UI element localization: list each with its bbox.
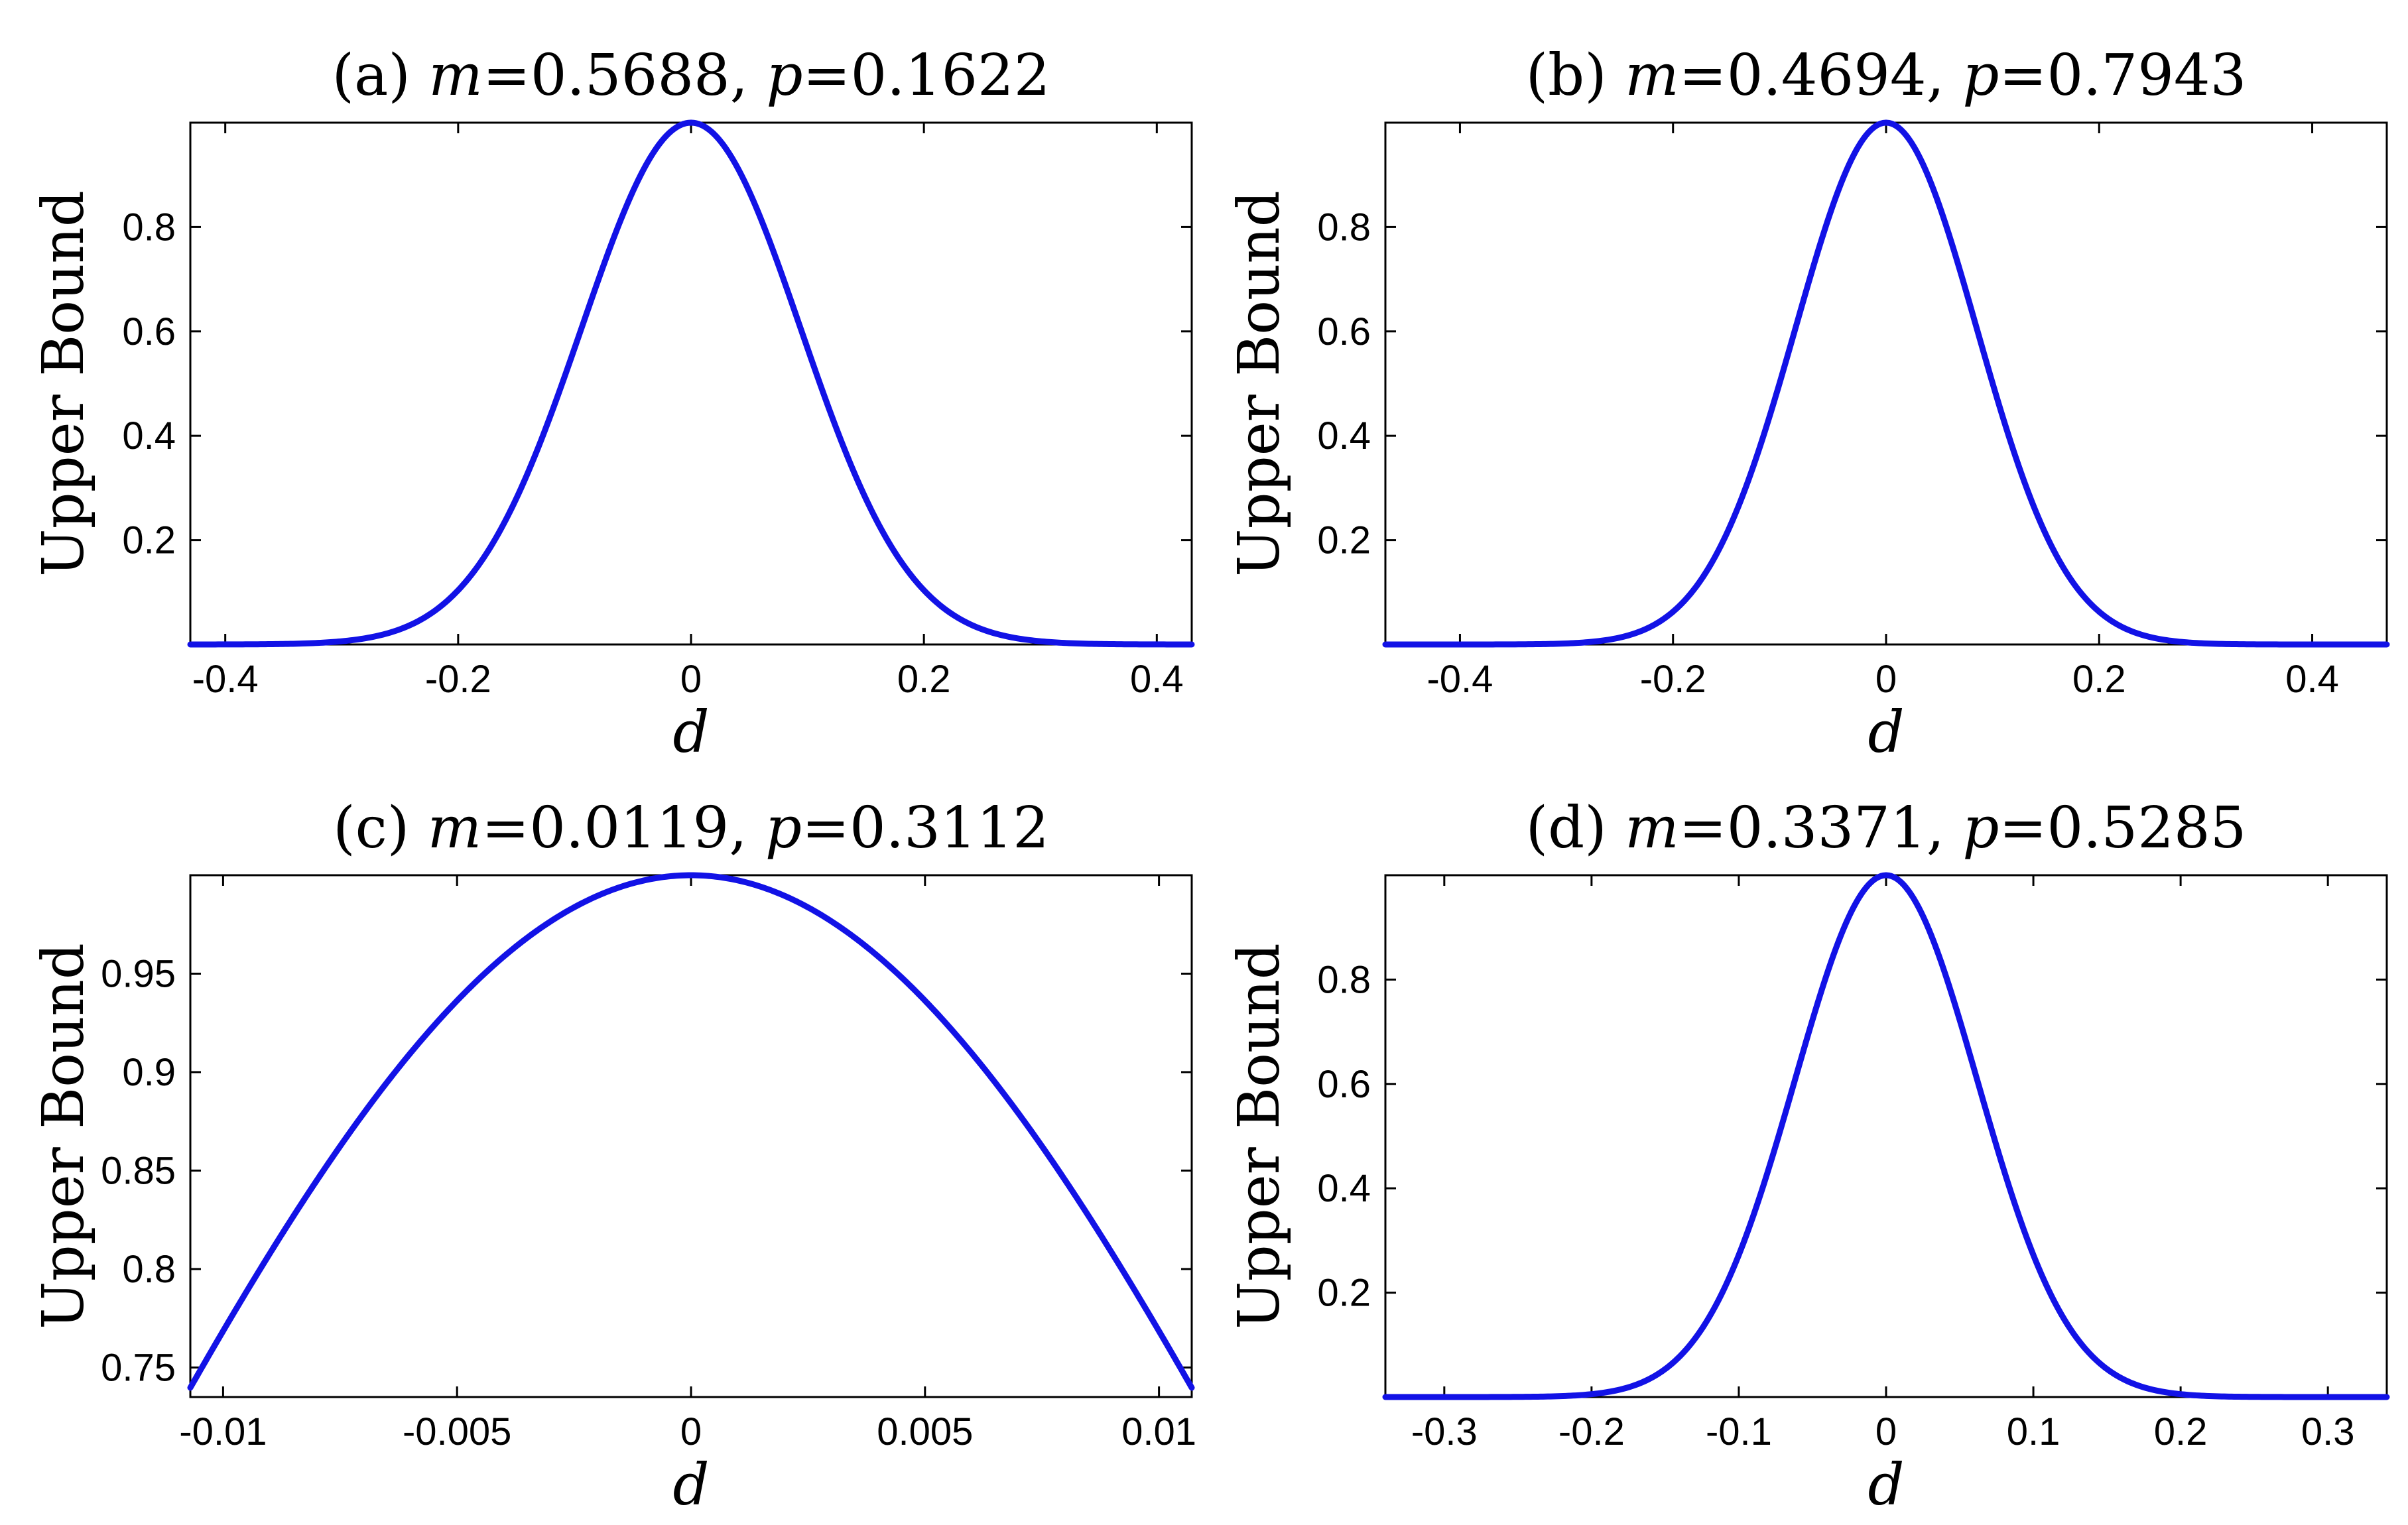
chart-a-ytick-label-0p4: 0.4 — [122, 414, 176, 457]
chart-c-xtick-label-0p01: 0.01 — [1121, 1410, 1196, 1453]
chart-b-ytick-label-0p6: 0.6 — [1317, 310, 1371, 353]
chart-c-title-p-value: =0.3112 — [802, 795, 1049, 861]
chart-a-plot-area — [189, 121, 1193, 646]
chart-a-title-title-prefix: (a) — [332, 42, 429, 109]
chart-b-ytick-label-0p2: 0.2 — [1317, 519, 1371, 562]
chart-c-title-m-value: =0.0119, — [481, 795, 765, 861]
chart-b-title-p-symbol: p — [1962, 42, 1999, 109]
chart-c-ytick-label-0p75: 0.75 — [101, 1346, 176, 1389]
chart-a-ytick-label-0p2: 0.2 — [122, 519, 176, 562]
chart-d-ytick-label-0p4: 0.4 — [1317, 1167, 1371, 1210]
chart-d-xtick-label-0p2: 0.2 — [2154, 1410, 2208, 1453]
chart-a-ylabel: Upper Bound — [31, 190, 97, 577]
chart-c-xtick-label-m0p005: -0.005 — [403, 1410, 511, 1453]
chart-c-ytick-label-0p95: 0.95 — [101, 952, 176, 995]
chart-b-title: (b) m=0.4694, p=0.7943 — [1526, 42, 2247, 109]
chart-a-group: (a) m=0.5688, p=0.1622 -0.4 -0.2 0 0.2 0.4 0.2… — [31, 42, 1195, 766]
chart-a-title-m-value: =0.5688, — [483, 42, 767, 109]
chart-d-title: (d) m=0.3371, p=0.5285 — [1526, 795, 2247, 861]
chart-a-ytick-label-0p6: 0.6 — [122, 310, 176, 353]
chart-d-ytick-label-0p8: 0.8 — [1317, 958, 1371, 1001]
chart-b-series-line — [1382, 119, 2390, 648]
chart-a-xtick-label-m0p4: -0.4 — [192, 658, 259, 701]
chart-d-xtick-label-m0p3: -0.3 — [1411, 1410, 1478, 1453]
chart-d-xlabel: d — [1868, 1452, 1904, 1518]
chart-a-series-line — [187, 119, 1195, 648]
chart-c-title: (c) m=0.0119, p=0.3112 — [333, 795, 1049, 861]
chart-a-title-p-value: =0.1622 — [803, 42, 1050, 109]
chart-c-ytick-label-0p85: 0.85 — [101, 1149, 176, 1192]
chart-c-ytick-label-0p9: 0.9 — [122, 1051, 176, 1094]
chart-a-xtick-label-0: 0 — [680, 658, 702, 701]
chart-c-ylabel: Upper Bound — [31, 943, 97, 1329]
chart-d-xtick-label-m0p2: -0.2 — [1558, 1410, 1625, 1453]
chart-d-title-m-symbol: m — [1625, 795, 1679, 861]
chart-b-title-m-symbol: m — [1625, 42, 1679, 109]
chart-a-ytick-label-0p8: 0.8 — [122, 206, 176, 249]
chart-d-xtick-label-m0p1: -0.1 — [1706, 1410, 1772, 1453]
chart-d-ytick-label-0p2: 0.2 — [1317, 1272, 1371, 1315]
chart-c-plot-area — [189, 874, 1193, 1398]
chart-d-series-line — [1382, 872, 2390, 1400]
chart-c-title-p-symbol: p — [765, 795, 802, 861]
chart-d-group: (d) m=0.3371, p=0.5285 -0.3 -0.2 -0.1 0 0.1 0.… — [1226, 795, 2390, 1518]
chart-b-title-title-prefix: (b) — [1526, 42, 1625, 109]
chart-a-xlabel: d — [672, 700, 709, 766]
chart-a-title-p-symbol: p — [766, 42, 802, 109]
chart-d-title-p-symbol: p — [1962, 795, 1999, 861]
chart-d-plot-area — [1384, 874, 2388, 1398]
chart-c-xtick-label-0: 0 — [680, 1410, 702, 1453]
chart-c-series-line — [187, 872, 1195, 1391]
chart-d-title-title-prefix: (d) — [1526, 795, 1625, 861]
chart-c-xlabel: d — [672, 1452, 709, 1518]
chart-b-ytick-label-0p4: 0.4 — [1317, 414, 1371, 457]
chart-d-xtick-label-0: 0 — [1875, 1410, 1897, 1453]
chart-c-xtick-label-m0p01: -0.01 — [179, 1410, 267, 1453]
chart-d-title-m-value: =0.3371, — [1679, 795, 1963, 861]
chart-b-group: (b) m=0.4694, p=0.7943 -0.4 -0.2 0 0.2 0.4 0.2… — [1226, 42, 2390, 766]
chart-d-title-p-value: =0.5285 — [1999, 795, 2246, 861]
chart-d-ytick-label-0p6: 0.6 — [1317, 1063, 1371, 1106]
chart-a-title: (a) m=0.5688, p=0.1622 — [332, 42, 1050, 109]
chart-d-xtick-label-0p3: 0.3 — [2301, 1410, 2355, 1453]
chart-b-ytick-label-0p8: 0.8 — [1317, 206, 1371, 249]
chart-b-xtick-label-m0p2: -0.2 — [1640, 658, 1706, 701]
chart-b-ylabel: Upper Bound — [1226, 190, 1293, 577]
chart-c-xtick-label-0p005: 0.005 — [877, 1410, 973, 1453]
chart-b-title-m-value: =0.4694, — [1679, 42, 1963, 109]
chart-b-xtick-label-0: 0 — [1875, 658, 1897, 701]
chart-c-title-title-prefix: (c) — [333, 795, 428, 861]
chart-d-xtick-label-0p1: 0.1 — [2007, 1410, 2060, 1453]
chart-b-xlabel: d — [1868, 700, 1904, 766]
chart-c-ytick-label-0p8: 0.8 — [122, 1248, 176, 1291]
chart-b-xtick-label-m0p4: -0.4 — [1426, 658, 1493, 701]
chart-c-group: (c) m=0.0119, p=0.3112 -0.01 -0.005 0 0.005 0… — [31, 795, 1196, 1518]
chart-c-title-m-symbol: m — [428, 795, 482, 861]
chart-b-title-p-value: =0.7943 — [1999, 42, 2246, 109]
chart-b-xtick-label-0p4: 0.4 — [2285, 658, 2339, 701]
chart-a-title-m-symbol: m — [428, 42, 483, 109]
chart-a-xtick-label-0p2: 0.2 — [897, 658, 951, 701]
chart-d-ylabel: Upper Bound — [1226, 943, 1293, 1329]
chart-b-plot-area — [1384, 121, 2388, 646]
chart-a-xtick-label-m0p2: -0.2 — [425, 658, 491, 701]
chart-a-xtick-label-0p4: 0.4 — [1130, 658, 1184, 701]
chart-b-xtick-label-0p2: 0.2 — [2072, 658, 2126, 701]
